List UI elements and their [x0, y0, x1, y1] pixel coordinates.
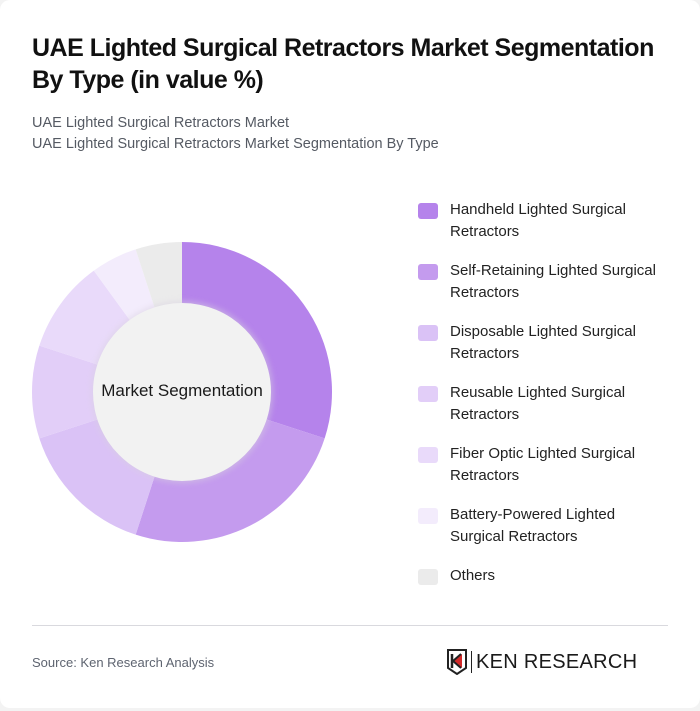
- legend-label: Reusable Lighted Surgical Retractors: [450, 384, 626, 423]
- logo-text: KEN RESEARCH: [476, 650, 638, 673]
- chart-title: UAE Lighted Surgical Retractors Market S…: [32, 34, 654, 94]
- legend-label: Disposable Lighted Surgical Retractors: [450, 323, 636, 362]
- legend-item-fiber-optic[interactable]: Fiber Optic Lighted Surgical Retractors: [418, 443, 688, 487]
- logo-separator: [471, 651, 472, 673]
- donut-center-label: Market Segmentation: [101, 381, 263, 400]
- legend-label: Self-Retaining Lighted Surgical Retracto…: [450, 262, 656, 301]
- donut-chart: [31, 242, 333, 542]
- legend-label: Others: [450, 567, 496, 584]
- legend-label: Fiber Optic Lighted Surgical Retractors: [450, 445, 636, 484]
- legend-item-handheld[interactable]: Handheld Lighted Surgical Retractors: [418, 199, 688, 243]
- subtitle-line-market: UAE Lighted Surgical Retractors Market: [32, 115, 290, 131]
- legend-swatch-icon: [418, 569, 438, 585]
- legend-label: Handheld Lighted Surgical Retractors: [450, 201, 626, 240]
- chart-legend: Handheld Lighted Surgical Retractors Sel…: [418, 199, 688, 604]
- source-note: Source: Ken Research Analysis: [32, 655, 215, 670]
- legend-item-battery-powered[interactable]: Battery-Powered Lighted Surgical Retract…: [418, 504, 688, 548]
- ken-research-shield-icon: [447, 649, 467, 675]
- legend-item-self-retaining[interactable]: Self-Retaining Lighted Surgical Retracto…: [418, 260, 688, 304]
- subtitle-line-segmentation: UAE Lighted Surgical Retractors Market S…: [32, 136, 439, 152]
- legend-swatch-icon: [418, 203, 438, 219]
- legend-swatch-icon: [418, 264, 438, 280]
- legend-swatch-icon: [418, 325, 438, 341]
- legend-swatch-icon: [418, 386, 438, 402]
- donut-hole: [93, 303, 271, 481]
- legend-item-reusable[interactable]: Reusable Lighted Surgical Retractors: [418, 382, 688, 426]
- legend-item-others[interactable]: Others: [418, 565, 688, 587]
- ken-research-logo: KEN RESEARCH: [446, 649, 637, 675]
- footer-divider: [32, 625, 668, 626]
- legend-swatch-icon: [418, 447, 438, 463]
- legend-label: Battery-Powered Lighted Surgical Retract…: [450, 506, 616, 545]
- legend-swatch-icon: [418, 508, 438, 524]
- legend-item-disposable[interactable]: Disposable Lighted Surgical Retractors: [418, 321, 688, 365]
- chart-subtitle: UAE Lighted Surgical Retractors Market U…: [32, 113, 672, 155]
